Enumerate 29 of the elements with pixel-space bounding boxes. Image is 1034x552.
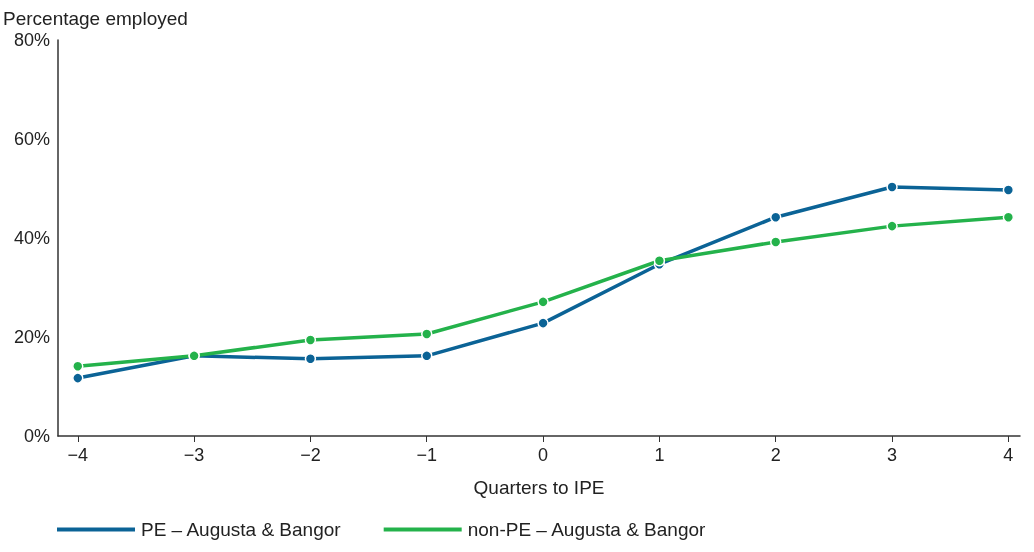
- x-tick-label: 2: [770, 445, 781, 465]
- point: [421, 350, 433, 362]
- y-tick-label: 0%: [23, 426, 50, 446]
- x-tick-label: 0: [538, 445, 549, 465]
- y-axis-title: Percentage employed: [3, 8, 188, 29]
- x-tick-label: 4: [1003, 445, 1014, 465]
- y-tick-label: 40%: [13, 228, 50, 248]
- point: [537, 317, 549, 329]
- point: [72, 372, 84, 384]
- x-tick-label: 3: [887, 445, 898, 465]
- y-tick-label: 20%: [13, 327, 50, 347]
- point: [886, 181, 898, 193]
- point: [304, 334, 317, 346]
- x-axis-title: Quarters to IPE: [473, 477, 605, 498]
- x-tick-label: −1: [416, 445, 438, 465]
- x-tick-label: 1: [654, 445, 665, 465]
- y-tick-label: 60%: [13, 129, 50, 149]
- legend-label: PE – Augusta & Bangor: [141, 519, 342, 540]
- legend-label: non-PE – Augusta & Bangor: [467, 519, 707, 540]
- point: [421, 328, 433, 340]
- x-tick-label: −2: [300, 445, 321, 465]
- x-tick-label: −3: [183, 445, 205, 465]
- point: [537, 296, 549, 308]
- y-tick-label: 80%: [13, 30, 50, 50]
- point: [769, 236, 782, 248]
- x-tick-label: −4: [67, 445, 89, 465]
- point: [72, 360, 84, 372]
- point: [1002, 184, 1015, 196]
- point: [886, 220, 898, 232]
